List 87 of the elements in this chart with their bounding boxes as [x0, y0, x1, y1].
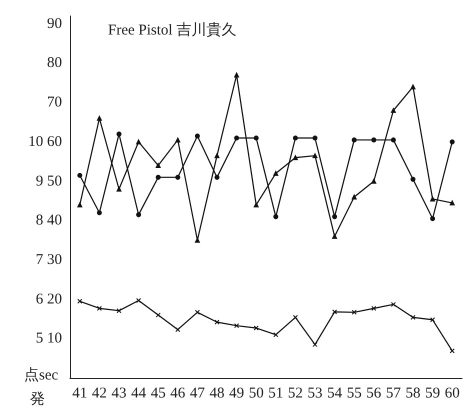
- x-tick-label: 49: [229, 386, 244, 402]
- x-tick-label: 43: [112, 386, 126, 402]
- point: [273, 170, 278, 176]
- point: [116, 308, 122, 314]
- x-tick-label: 45: [150, 386, 166, 402]
- point: [214, 320, 220, 325]
- point: [194, 238, 200, 243]
- point: [312, 135, 318, 140]
- point: [175, 137, 180, 142]
- point: [175, 174, 180, 180]
- point: [96, 210, 102, 216]
- point: [254, 326, 259, 331]
- x-tick-label: 48: [210, 386, 224, 402]
- y-tick-label: 9 50: [36, 173, 62, 190]
- x-tick-label: 44: [131, 386, 147, 402]
- point: [136, 298, 142, 303]
- point: [254, 135, 259, 140]
- point: [156, 312, 161, 318]
- x-tick-label: 53: [308, 386, 322, 402]
- x-axis-title: 発: [30, 392, 45, 408]
- x-tick-label: 58: [406, 386, 420, 402]
- point: [96, 306, 102, 311]
- x-tick-label: 47: [190, 386, 206, 402]
- x-tick-label: 42: [92, 386, 107, 402]
- point: [116, 132, 122, 137]
- x-tick-label: 56: [366, 386, 382, 402]
- point: [234, 135, 240, 140]
- point: [371, 178, 376, 184]
- point: [136, 212, 142, 218]
- point: [332, 234, 338, 239]
- y-tick-label: 90: [47, 16, 62, 32]
- point: [77, 202, 82, 208]
- point: [390, 137, 396, 142]
- point: [96, 116, 102, 121]
- y-tick-label: 7 30: [36, 252, 62, 268]
- x-tick-label: 50: [248, 386, 264, 402]
- point: [430, 317, 436, 322]
- point: [312, 342, 318, 348]
- x-tick-label: 41: [72, 386, 88, 402]
- point: [332, 309, 338, 314]
- x-tick-label: 59: [425, 386, 440, 402]
- point: [352, 310, 357, 315]
- y-tick-label: 80: [47, 55, 62, 72]
- point: [410, 84, 416, 90]
- point: [234, 323, 240, 328]
- x-tick-label: 54: [327, 386, 343, 402]
- point: [292, 135, 298, 140]
- x-tick-label: 57: [386, 386, 402, 402]
- y-tick-label: 6 20: [36, 291, 62, 308]
- point: [450, 200, 455, 206]
- point: [332, 214, 338, 220]
- point: [371, 306, 376, 311]
- point: [410, 176, 416, 182]
- y-axis-title: 点sec: [24, 366, 58, 384]
- point: [352, 137, 357, 142]
- point: [273, 332, 278, 338]
- x-tick-label: 60: [444, 386, 460, 402]
- x-tick-label: 52: [288, 386, 303, 402]
- point: [194, 134, 200, 139]
- point: [371, 137, 376, 142]
- point: [214, 174, 220, 180]
- x-tick-label: 51: [268, 386, 284, 402]
- point: [292, 155, 298, 160]
- point: [136, 139, 142, 144]
- point: [273, 214, 278, 220]
- point: [77, 172, 82, 178]
- point: [390, 302, 396, 307]
- point: [194, 310, 200, 315]
- point: [214, 153, 220, 158]
- y-tick-label: 10 60: [28, 134, 62, 150]
- point: [116, 186, 122, 192]
- x-tick-label: 46: [170, 386, 186, 402]
- point: [410, 314, 416, 320]
- y-tick-label: 5 10: [36, 330, 62, 347]
- point: [292, 314, 298, 320]
- point: [430, 196, 436, 202]
- chart-title: Free Pistol 吉川貴久: [108, 22, 236, 38]
- point: [430, 216, 436, 222]
- point: [254, 202, 259, 208]
- y-tick-label: 8 40: [36, 212, 62, 229]
- point: [312, 153, 318, 158]
- point: [450, 139, 455, 144]
- point: [175, 327, 180, 332]
- point: [156, 174, 161, 180]
- x-tick-label: 55: [346, 386, 362, 402]
- y-tick-label: 70: [47, 94, 62, 111]
- point: [390, 108, 396, 113]
